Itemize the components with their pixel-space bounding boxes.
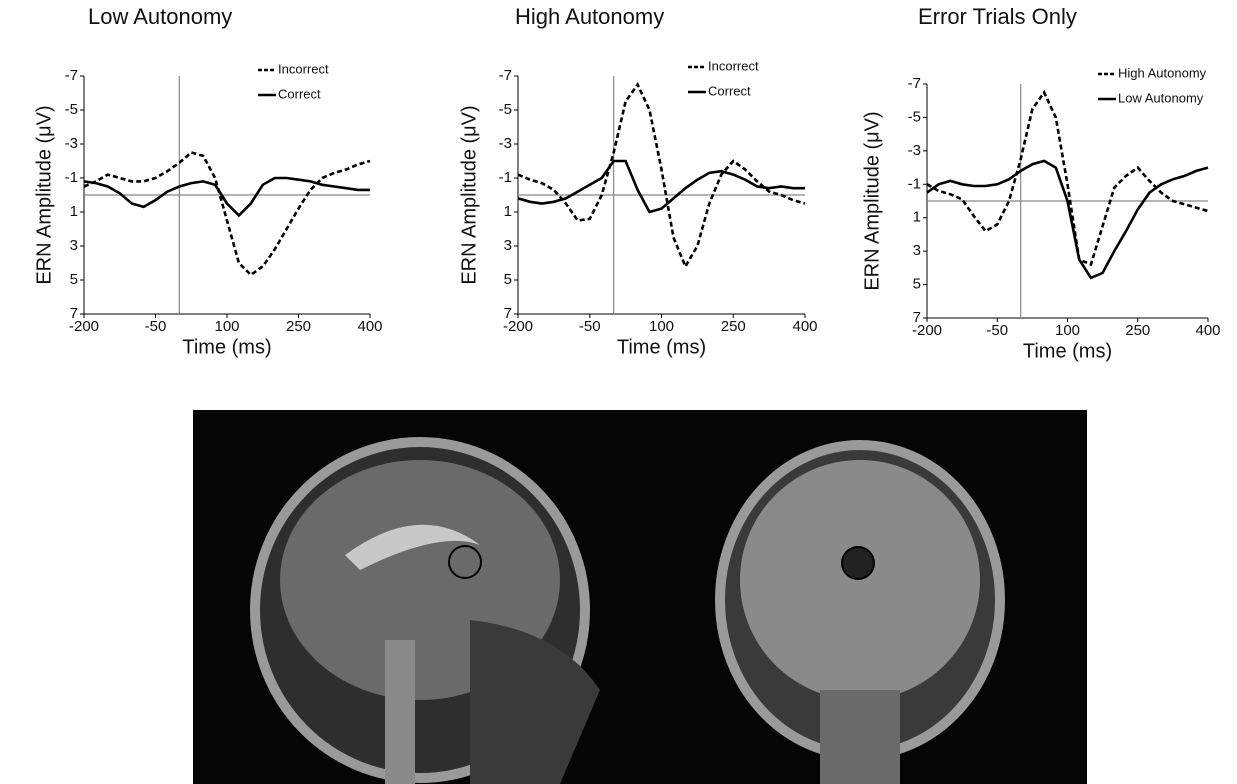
y-tick-label: -7 <box>499 67 512 84</box>
brainstem <box>385 640 415 784</box>
y-tick-label: 1 <box>504 203 512 220</box>
x-tick-label: 400 <box>357 318 382 335</box>
x-tick-label: 250 <box>286 318 311 335</box>
y-tick-label: -3 <box>908 142 921 159</box>
x-tick-label: -50 <box>986 322 1008 339</box>
y-tick-label: -1 <box>499 169 512 186</box>
chart-title: Low Autonomy <box>88 4 232 29</box>
legend-label: High Autonomy <box>1118 65 1207 80</box>
x-axis-label: Time (ms) <box>617 336 706 358</box>
y-tick-label: -5 <box>908 108 921 125</box>
x-tick-label: -200 <box>69 318 99 335</box>
data-line <box>84 178 370 215</box>
x-tick-label: 400 <box>792 318 817 335</box>
x-tick-label: -50 <box>579 318 601 335</box>
y-tick-label: 5 <box>504 271 512 288</box>
y-tick-label: -3 <box>65 135 78 152</box>
x-tick-label: 400 <box>1195 322 1220 339</box>
legend-label: Incorrect <box>278 61 329 76</box>
y-tick-label: -5 <box>499 101 512 118</box>
x-tick-label: 100 <box>1055 322 1080 339</box>
legend-label: Correct <box>708 83 751 98</box>
y-tick-label: -3 <box>499 135 512 152</box>
data-line <box>518 85 805 267</box>
y-tick-label: 1 <box>70 203 78 220</box>
chart-title: High Autonomy <box>515 4 664 29</box>
y-tick-label: 3 <box>70 237 78 254</box>
y-tick-label: 3 <box>504 237 512 254</box>
y-tick-label: -7 <box>908 75 921 92</box>
chart-title: Error Trials Only <box>918 4 1077 29</box>
legend-label: Incorrect <box>708 58 759 73</box>
x-tick-label: 250 <box>721 318 746 335</box>
y-axis-label: ERN Amplitude (μV) <box>861 111 883 290</box>
y-axis-label: ERN Amplitude (μV) <box>33 105 55 284</box>
y-tick-label: -1 <box>908 175 921 192</box>
x-tick-label: 250 <box>1125 322 1150 339</box>
y-tick-label: -1 <box>65 169 78 186</box>
data-line <box>927 92 1208 264</box>
legend-label: Correct <box>278 86 321 101</box>
mri-panel <box>193 410 1087 784</box>
y-axis-label: ERN Amplitude (μV) <box>458 105 480 284</box>
coronal-brain <box>740 460 980 700</box>
x-tick-label: 100 <box>214 318 239 335</box>
figure: Low AutonomyERN Amplitude (μV)Time (ms)-… <box>0 0 1237 784</box>
region-marker <box>842 547 874 579</box>
x-tick-label: -200 <box>912 322 942 339</box>
x-tick-label: 100 <box>649 318 674 335</box>
y-tick-label: -5 <box>65 101 78 118</box>
x-tick-label: -50 <box>145 318 167 335</box>
data-line <box>84 153 370 275</box>
x-tick-label: -200 <box>503 318 533 335</box>
legend-label: Low Autonomy <box>1118 90 1204 105</box>
coronal-neck <box>820 690 900 784</box>
y-tick-label: 5 <box>913 276 921 293</box>
y-tick-label: 1 <box>913 209 921 226</box>
x-axis-label: Time (ms) <box>182 336 271 358</box>
y-tick-label: 5 <box>70 271 78 288</box>
x-axis-label: Time (ms) <box>1023 340 1112 362</box>
y-tick-label: 3 <box>913 242 921 259</box>
y-tick-label: -7 <box>65 67 78 84</box>
